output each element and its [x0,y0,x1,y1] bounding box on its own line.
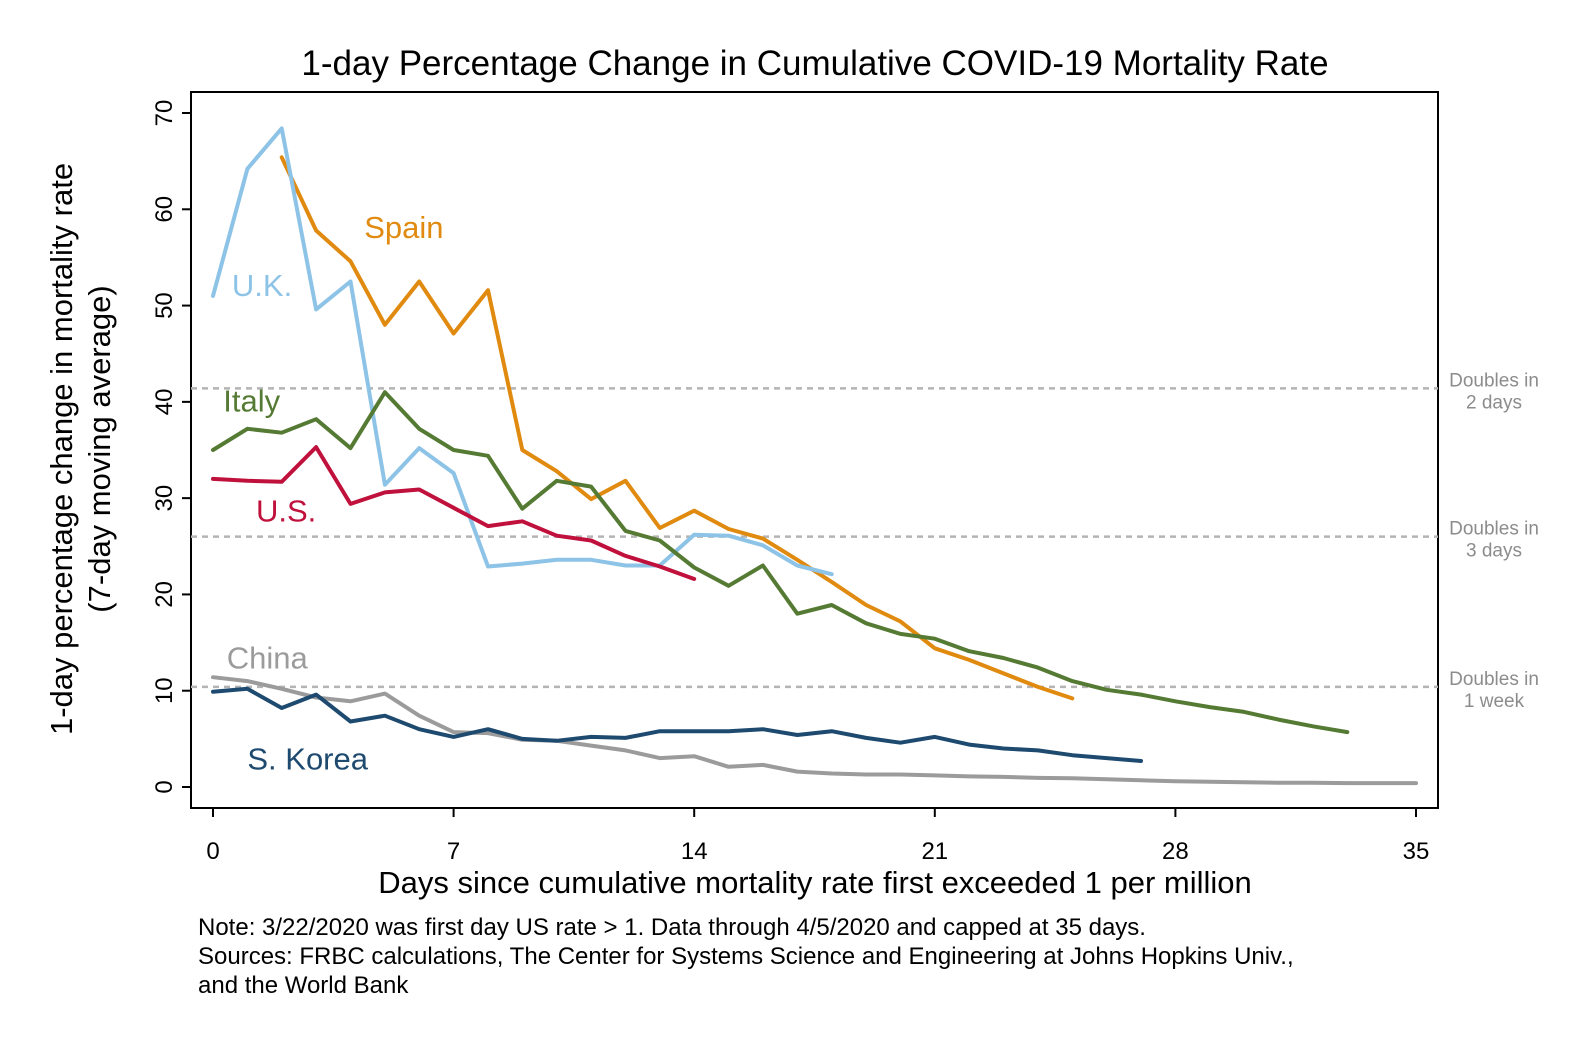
y-tick-label-10: 10 [151,677,178,704]
x-tick-label-0: 0 [206,838,219,865]
series-line-china [211,675,1418,786]
x-tick-label-35: 35 [1403,838,1430,865]
y-tick-label-70: 70 [151,100,178,127]
footnote: Note: 3/22/2020 was first day US rate > … [198,913,1294,1000]
series-line-u-s [211,445,697,581]
y-tick-label-20: 20 [151,581,178,608]
reference-label-2-line2: 3 days [1466,541,1522,562]
series-labels: Spain U.K. Italy U.S. China S. Korea [223,210,443,776]
reference-label-3-line1: Doubles in [1449,669,1539,690]
x-tick-label-7: 7 [447,838,460,865]
y-tick-label-0: 0 [151,780,178,793]
axes: 0 10 20 30 40 50 60 70 0 7 14 21 28 35 [151,100,1429,865]
footnote-line-2: Sources: FRBC calculations, The Center f… [198,943,1294,970]
y-tick-label-50: 50 [151,292,178,319]
footnote-line-1: Note: 3/22/2020 was first day US rate > … [198,914,1146,941]
series-line-u-k [211,126,834,577]
y-axis-title-line2: (7-day moving average) [82,285,117,612]
footnote-line-3: and the World Bank [198,972,409,999]
reference-label-3-line2: 1 week [1464,691,1525,712]
plot-frame [190,91,1439,809]
series-line-s-korea [211,686,1143,763]
reference-label-1-line2: 2 days [1466,392,1522,413]
series-label-u-k: U.K. [232,268,292,303]
y-tick-label-60: 60 [151,196,178,223]
chart-title: 1-day Percentage Change in Cumulative CO… [301,44,1328,83]
y-axis-title-line1: 1-day percentage change in mortality rat… [44,163,79,735]
series-line-italy [211,390,1350,735]
y-tick-label-40: 40 [151,389,178,416]
series-lines [211,126,1418,786]
x-tick-label-21: 21 [921,838,948,865]
series-label-china: China [227,641,309,676]
series-label-spain: Spain [364,210,443,245]
y-axis-title: 1-day percentage change in mortality rat… [44,163,117,735]
reference-label-1-line1: Doubles in [1449,370,1539,391]
y-tick-label-30: 30 [151,485,178,512]
x-tick-label-28: 28 [1162,838,1189,865]
series-label-u-s: U.S. [256,493,316,528]
series-label-s-korea: S. Korea [247,742,368,777]
x-axis-title: Days since cumulative mortality rate fir… [378,865,1252,900]
x-tick-label-14: 14 [681,838,708,865]
series-line-spain [279,155,1075,701]
series-label-italy: Italy [223,383,280,418]
reference-label-2-line1: Doubles in [1449,519,1539,540]
